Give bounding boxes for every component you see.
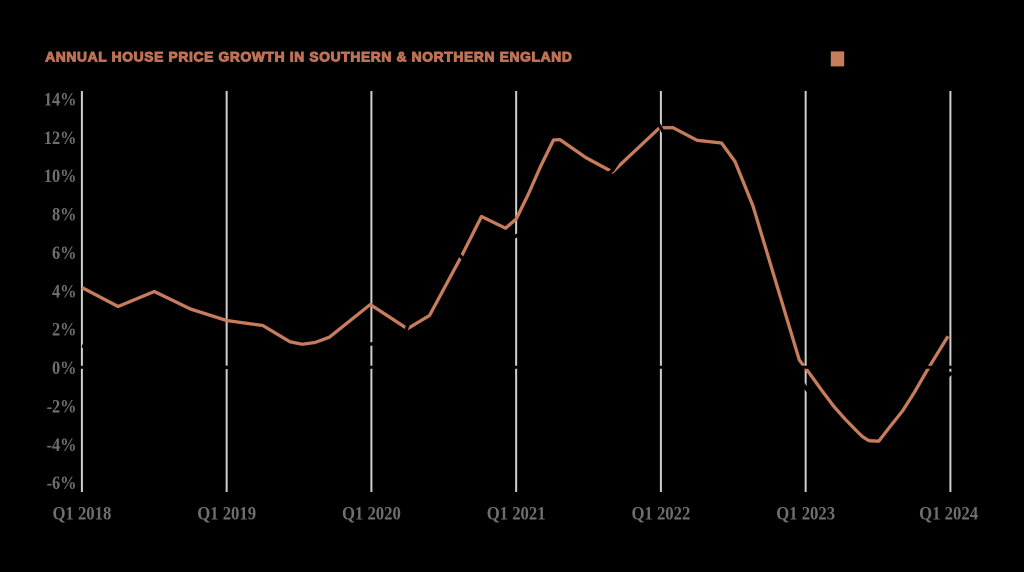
svg-text:4%: 4%: [52, 280, 76, 301]
svg-text:Q1 2020: Q1 2020: [342, 503, 401, 524]
svg-text:14%: 14%: [44, 88, 77, 109]
svg-text:-2%: -2%: [47, 395, 77, 416]
svg-text:ANNUAL HOUSE PRICE GROWTH IN S: ANNUAL HOUSE PRICE GROWTH IN SOUTHERN & …: [45, 50, 572, 65]
svg-text:-4%: -4%: [47, 434, 77, 455]
svg-text:Q1 2024: Q1 2024: [919, 503, 978, 524]
svg-text:Q1 2022: Q1 2022: [631, 503, 690, 524]
svg-text:10%: 10%: [44, 165, 77, 186]
svg-text:Q1 2019: Q1 2019: [197, 503, 256, 524]
svg-text:0%: 0%: [52, 357, 76, 378]
svg-text:Q1 2021: Q1 2021: [487, 503, 546, 524]
svg-text:2%: 2%: [52, 319, 76, 340]
svg-text:12%: 12%: [44, 127, 77, 148]
svg-text:Q1 2023: Q1 2023: [776, 503, 835, 524]
svg-text:Q1 2018: Q1 2018: [52, 503, 111, 524]
svg-text:6%: 6%: [52, 242, 76, 263]
svg-text:-6%: -6%: [47, 472, 77, 493]
svg-text:8%: 8%: [52, 203, 76, 224]
